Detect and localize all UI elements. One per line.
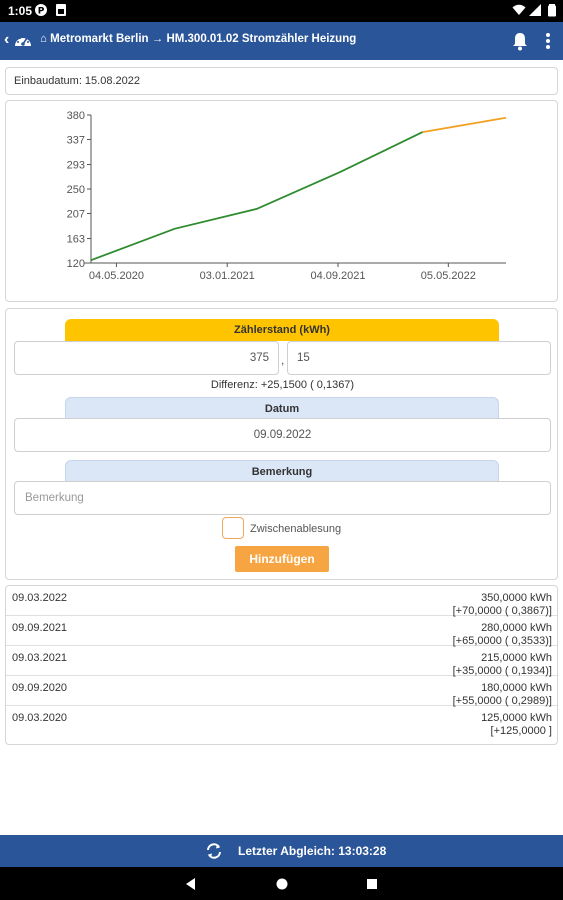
install-date-text: Einbaudatum: 15.08.2022	[14, 75, 140, 87]
reading-delta: [+65,0000 ( 0,3533)]	[452, 635, 552, 647]
add-button[interactable]: Hinzufügen	[235, 546, 329, 572]
reading-date: 09.03.2020	[12, 712, 68, 724]
x-tick-label: 04.05.2020	[89, 270, 144, 282]
reading-delta: [+55,0000 ( 0,2989)]	[452, 695, 552, 707]
status-time: 1:05	[8, 4, 33, 18]
reading-delta: [+70,0000 ( 0,3867)]	[452, 605, 552, 617]
decimal-separator: ,	[281, 353, 285, 367]
remark-input[interactable]: Bemerkung	[14, 481, 551, 515]
more-vert-icon[interactable]	[541, 31, 555, 51]
nav-home-icon[interactable]	[275, 877, 289, 891]
nav-recents-icon[interactable]	[365, 877, 379, 891]
bell-icon[interactable]	[510, 31, 530, 51]
chart-card: 380 337 293 250 207 163 120 04.05.2020 03.01.20…	[5, 100, 558, 302]
x-tick-label: 03.01.2021	[200, 270, 255, 282]
interim-reading-label: Zwischenablesung	[250, 523, 342, 535]
breadcrumb-title: ⌂ Metromarkt Berlin → HM.300.01.02 Strom…	[40, 33, 357, 45]
list-item[interactable]: 09.03.2022 350,0000 kWh [+70,0000 ( 0,38…	[6, 586, 557, 617]
difference-text: Differenz: +25,1500 ( 0,1367)	[210, 379, 355, 391]
list-item[interactable]: 09.03.2020 125,0000 kWh [+125,0000 ]	[6, 706, 557, 737]
last-sync-label: Letzter Abgleich: 13:03:28	[238, 844, 387, 858]
y-tick-label: 293	[67, 160, 85, 172]
x-tick-label: 05.05.2022	[421, 270, 476, 282]
reading-form: Zählerstand (kWh) 375 , 15 Differenz: +2…	[5, 308, 558, 580]
meter-integer-input[interactable]: 375	[14, 341, 279, 375]
reading-value: 125,0000 kWh	[481, 712, 552, 724]
reading-value: 180,0000 kWh	[481, 682, 552, 694]
svg-text:P: P	[38, 7, 45, 17]
y-tick-label: 250	[67, 184, 85, 196]
sim-icon	[56, 4, 66, 16]
list-item[interactable]: 09.09.2021 280,0000 kWh [+65,0000 ( 0,35…	[6, 616, 557, 647]
date-header: Datum	[65, 397, 499, 419]
dashboard-icon[interactable]	[13, 32, 33, 50]
y-tick-label: 380	[67, 110, 85, 122]
consumption-chart: 380 337 293 250 207 163 120 04.05.2020 03.01.20…	[67, 110, 507, 282]
install-date-card: Einbaudatum: 15.08.2022	[5, 67, 558, 95]
readings-line	[90, 131, 423, 262]
y-tick-label: 120	[67, 258, 85, 270]
readings-list: 09.03.2022 350,0000 kWh [+70,0000 ( 0,38…	[5, 585, 558, 745]
meter-decimal-input[interactable]: 15	[287, 341, 551, 375]
y-tick-label: 207	[67, 208, 85, 220]
sync-icon[interactable]	[205, 842, 223, 860]
sync-footer: Letzter Abgleich: 13:03:28	[0, 835, 563, 867]
wifi-icon	[512, 4, 526, 15]
app-bar: ‹ ⌂ Metromarkt Berlin → HM.300.01.02 Str…	[0, 22, 563, 60]
notification-icon: P	[35, 4, 47, 17]
x-tick-label: 04.09.2021	[310, 270, 365, 282]
system-nav-bar	[0, 867, 563, 900]
interim-reading-checkbox[interactable]	[222, 517, 244, 539]
meter-header: Zählerstand (kWh)	[65, 319, 499, 341]
reading-value: 350,0000 kWh	[481, 592, 552, 604]
list-item[interactable]: 09.09.2020 180,0000 kWh [+55,0000 ( 0,29…	[6, 676, 557, 707]
reading-value: 280,0000 kWh	[481, 622, 552, 634]
remark-header: Bemerkung	[65, 460, 499, 482]
reading-date: 09.09.2021	[12, 622, 68, 634]
nav-back-icon[interactable]	[184, 877, 198, 891]
status-bar: 1:05 P	[0, 0, 563, 22]
list-item[interactable]: 09.03.2021 215,0000 kWh [+35,0000 ( 0,19…	[6, 646, 557, 677]
reading-date: 09.03.2022	[12, 592, 68, 604]
y-tick-label: 337	[67, 134, 85, 146]
date-input[interactable]: 09.09.2022	[14, 418, 551, 452]
battery-icon	[548, 4, 556, 17]
back-button[interactable]: ‹	[4, 31, 10, 48]
current-reading-line	[422, 116, 507, 133]
reading-value: 215,0000 kWh	[481, 652, 552, 664]
reading-delta: [+125,0000 ]	[490, 725, 552, 737]
y-tick-label: 163	[67, 234, 85, 246]
signal-icon	[529, 4, 541, 16]
reading-date: 09.09.2020	[12, 682, 68, 694]
reading-delta: [+35,0000 ( 0,1934)]	[452, 665, 552, 677]
reading-date: 09.03.2021	[12, 652, 68, 664]
